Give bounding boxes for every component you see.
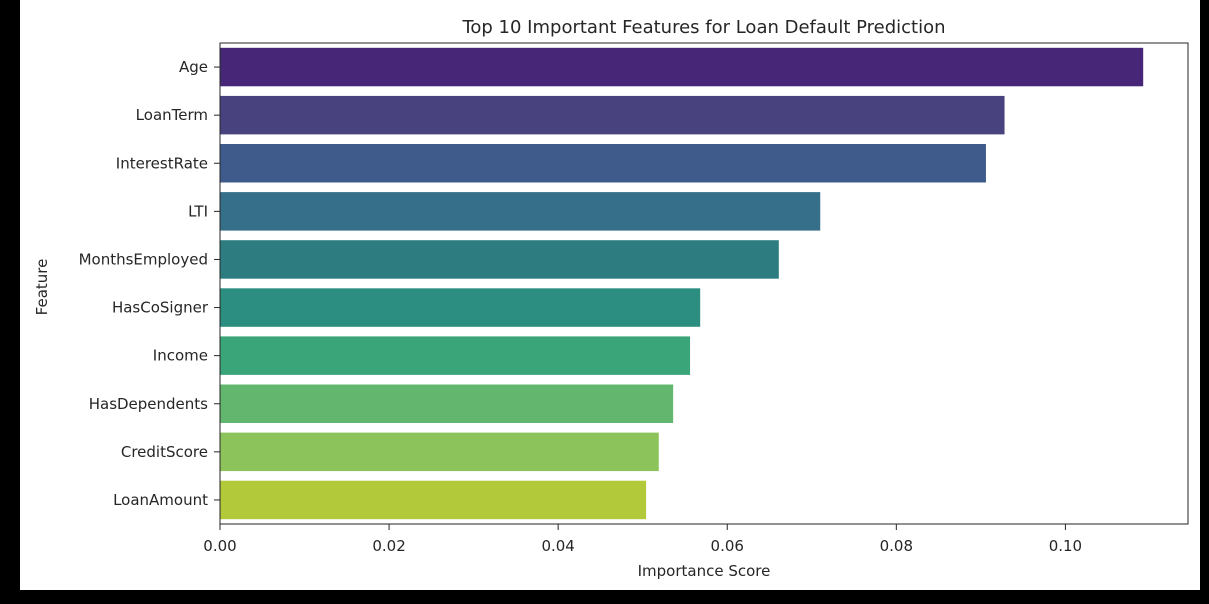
y-tick-label: LoanAmount — [113, 491, 208, 509]
y-tick-label: CreditScore — [121, 443, 208, 461]
bar-loan-amount — [220, 480, 647, 520]
y-tick-label: Income — [153, 347, 208, 365]
bar-interest-rate — [220, 144, 986, 183]
y-tick-label: LoanTerm — [136, 106, 208, 124]
bar-has-co-signer — [220, 288, 701, 327]
bar-lti — [220, 192, 821, 231]
y-tick-label: LTI — [188, 202, 208, 220]
bar-income — [220, 336, 691, 375]
x-tick-label: 0.02 — [372, 537, 405, 555]
chart-figure: Top 10 Important Features for Loan Defau… — [20, 0, 1200, 590]
y-tick-label: HasCoSigner — [112, 299, 209, 317]
plot-frame — [219, 42, 1189, 525]
bar-months-employed — [220, 240, 779, 279]
y-axis-title: Feature — [33, 259, 51, 316]
bars-layer — [220, 47, 1144, 520]
y-tick-label: HasDependents — [89, 395, 208, 413]
x-tick-label: 0.06 — [711, 537, 744, 555]
x-tick-label: 0.00 — [203, 537, 236, 555]
bar-age — [220, 47, 1144, 87]
bar-loan-term — [220, 95, 1005, 135]
x-axis-title: Importance Score — [638, 562, 771, 580]
chart-title: Top 10 Important Features for Loan Defau… — [461, 17, 945, 38]
y-tick-labels: Age LoanTerm InterestRate LTI MonthsEmployed… — [79, 58, 220, 509]
y-tick-label: Age — [179, 58, 208, 76]
bar-credit-score — [220, 432, 659, 472]
x-tick-label: 0.08 — [880, 537, 913, 555]
y-tick-label: MonthsEmployed — [79, 250, 208, 268]
x-tick-label: 0.04 — [541, 537, 574, 555]
y-tick-label: InterestRate — [116, 154, 208, 172]
feature-importance-chart: Top 10 Important Features for Loan Defau… — [33, 17, 1189, 580]
x-tick-labels: 0.00 0.02 0.04 0.06 0.08 0.10 — [203, 524, 1082, 555]
bar-has-dependents — [220, 384, 674, 423]
x-tick-label: 0.10 — [1049, 537, 1082, 555]
